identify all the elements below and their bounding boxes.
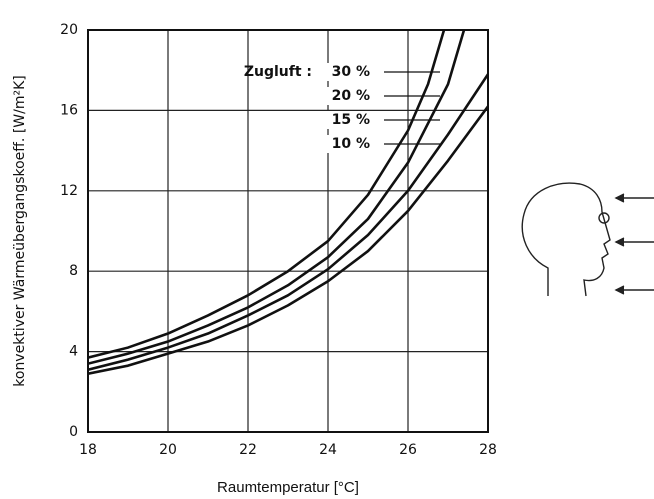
x-tick-label: 24 bbox=[319, 442, 337, 458]
x-tick-label: 18 bbox=[79, 442, 97, 458]
y-tick-label: 12 bbox=[60, 183, 78, 199]
legend-bg bbox=[314, 87, 374, 105]
legend-bg bbox=[314, 135, 374, 153]
legend-label: 20 % bbox=[332, 88, 370, 104]
x-tick-label: 26 bbox=[399, 442, 417, 458]
y-tick-label: 4 bbox=[69, 344, 78, 360]
x-tick-label: 28 bbox=[479, 442, 497, 458]
y-tick-label: 0 bbox=[69, 424, 78, 440]
legend-title: Zugluft : bbox=[244, 64, 312, 80]
plot-area bbox=[88, 30, 488, 375]
legend-bg bbox=[314, 111, 374, 129]
legend-label: 10 % bbox=[332, 136, 370, 152]
legend-label: 30 % bbox=[332, 64, 370, 80]
curve bbox=[88, 30, 446, 359]
legend-label: 15 % bbox=[332, 112, 370, 128]
x-axis-label: Raumtemperatur [°C] bbox=[217, 479, 359, 496]
plot-frame bbox=[87, 29, 489, 433]
y-tick-label: 20 bbox=[60, 22, 78, 38]
y-tick-label: 8 bbox=[69, 263, 78, 279]
curve bbox=[88, 105, 488, 375]
y-axis-label: konvektiver Wärmeübergangskoeff. [W/m²K] bbox=[12, 75, 28, 386]
curve bbox=[88, 30, 466, 365]
x-tick-label: 22 bbox=[239, 442, 257, 458]
x-tick-label: 20 bbox=[159, 442, 177, 458]
y-tick-label: 16 bbox=[60, 102, 78, 118]
curve bbox=[88, 73, 488, 371]
legend-bg bbox=[314, 63, 374, 81]
head-icon bbox=[521, 182, 654, 297]
